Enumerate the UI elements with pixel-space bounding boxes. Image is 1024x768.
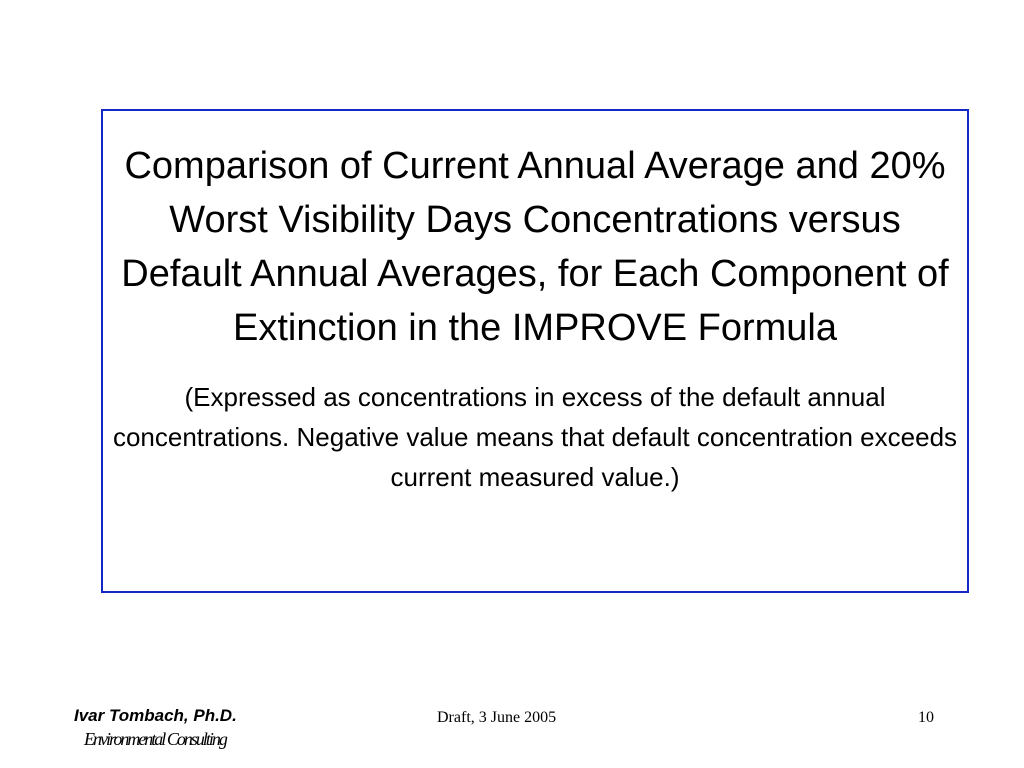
title-box: Comparison of Current Annual Average and… xyxy=(101,109,969,593)
page-number: 10 xyxy=(918,709,934,726)
footer-organization: Environmental Consulting xyxy=(84,729,228,749)
slide-subtitle: (Expressed as concentrations in excess o… xyxy=(112,382,958,492)
footer-date: Draft, 3 June 2005 xyxy=(437,709,557,726)
slide-title: Comparison of Current Annual Average and… xyxy=(121,145,949,349)
footer-author: Ivar Tombach, Ph.D. xyxy=(74,706,237,725)
